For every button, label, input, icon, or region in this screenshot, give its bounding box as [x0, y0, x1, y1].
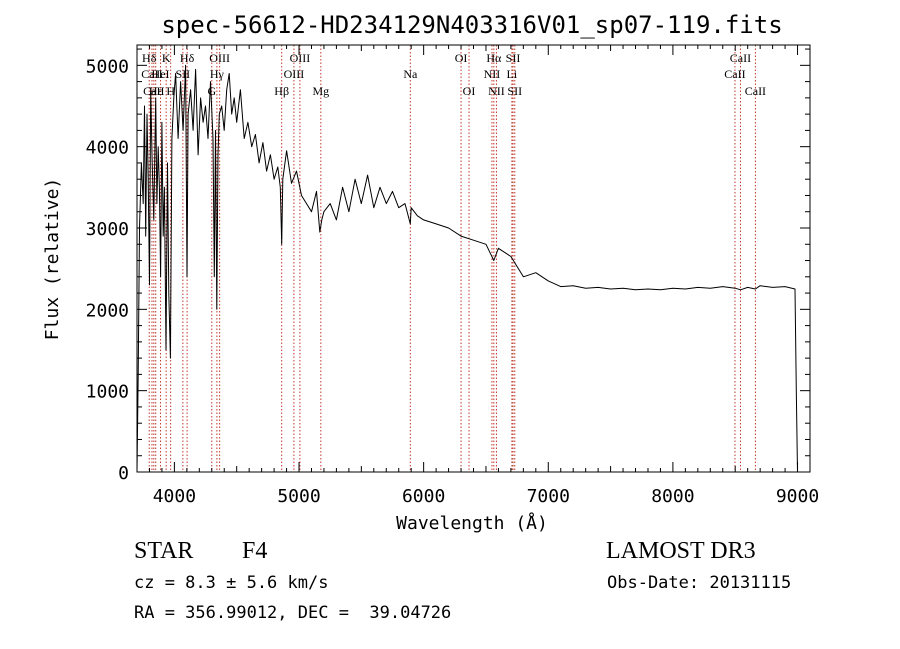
line-marker-label: Hγ [210, 67, 225, 81]
line-marker-label: Hδ [142, 51, 157, 65]
line-marker-label: OI [463, 84, 476, 98]
line-marker-label: Na [403, 67, 418, 81]
line-marker-label: OIII [290, 51, 311, 65]
object-class: STAR [134, 538, 194, 564]
object-subclass: F4 [242, 538, 268, 564]
x-tick-label: 4000 [153, 486, 196, 507]
line-marker-label: SII [507, 84, 522, 98]
chart-title: spec-56612-HD234129N403316V01_sp07-119.f… [161, 11, 782, 39]
line-marker-label: SII [506, 51, 521, 65]
y-tick-label: 3000 [86, 219, 129, 240]
line-marker-label: Li [507, 67, 518, 81]
y-tick-label: 2000 [86, 300, 129, 321]
line-marker-label: CaII [724, 67, 745, 81]
line-marker-label: CaII [143, 84, 164, 98]
y-axis: 0 1000 2000 3000 4000 5000 [86, 48, 810, 484]
x-tick-label: 9000 [776, 486, 819, 507]
spectrum-line [136, 64, 798, 473]
line-marker-label: G [207, 84, 216, 98]
x-axis: 4000 5000 6000 7000 8000 9000 [136, 45, 819, 507]
line-marker-label: SII [176, 67, 191, 81]
line-marker-label: CaII [730, 51, 751, 65]
line-markers [148, 45, 756, 472]
x-tick-label: 5000 [277, 486, 320, 507]
y-tick-label: 4000 [86, 138, 129, 159]
line-marker-label: OIII [284, 67, 305, 81]
x-tick-label: 7000 [527, 486, 570, 507]
line-marker-label: CaII [141, 67, 162, 81]
line-marker-label: CaII [745, 84, 766, 98]
line-marker-label: K [162, 51, 171, 65]
y-tick-label: 0 [118, 463, 129, 484]
line-marker-label: Mg [312, 84, 329, 98]
y-tick-label: 5000 [86, 56, 129, 77]
x-tick-label: 8000 [651, 486, 694, 507]
line-marker-label: Hβ [274, 84, 289, 98]
y-axis-label: Flux (relative) [42, 178, 63, 341]
line-marker-label: HeI [152, 67, 170, 81]
line-marker-label: NII [488, 84, 505, 98]
line-marker-label: OI [455, 51, 468, 65]
line-marker-label: OIII [209, 51, 230, 65]
line-marker-label: NII [484, 67, 501, 81]
line-marker-label: H [166, 84, 175, 98]
x-axis-label: Wavelength (Å) [396, 512, 548, 534]
x-tick-label: 6000 [402, 486, 445, 507]
coordinates: RA = 356.99012, DEC = 39.04726 [134, 603, 452, 623]
redshift-value: cz = 8.3 ± 5.6 km/s [134, 573, 329, 593]
line-marker-label: Hε [149, 84, 163, 98]
line-marker-label: Hα [486, 51, 502, 65]
survey-name: LAMOST DR3 [606, 538, 756, 564]
y-tick-label: 1000 [86, 382, 129, 403]
observation-date: Obs-Date: 20131115 [607, 573, 792, 593]
line-marker-label: Hδ [180, 51, 195, 65]
